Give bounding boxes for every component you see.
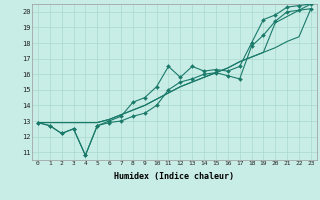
- X-axis label: Humidex (Indice chaleur): Humidex (Indice chaleur): [115, 172, 234, 181]
